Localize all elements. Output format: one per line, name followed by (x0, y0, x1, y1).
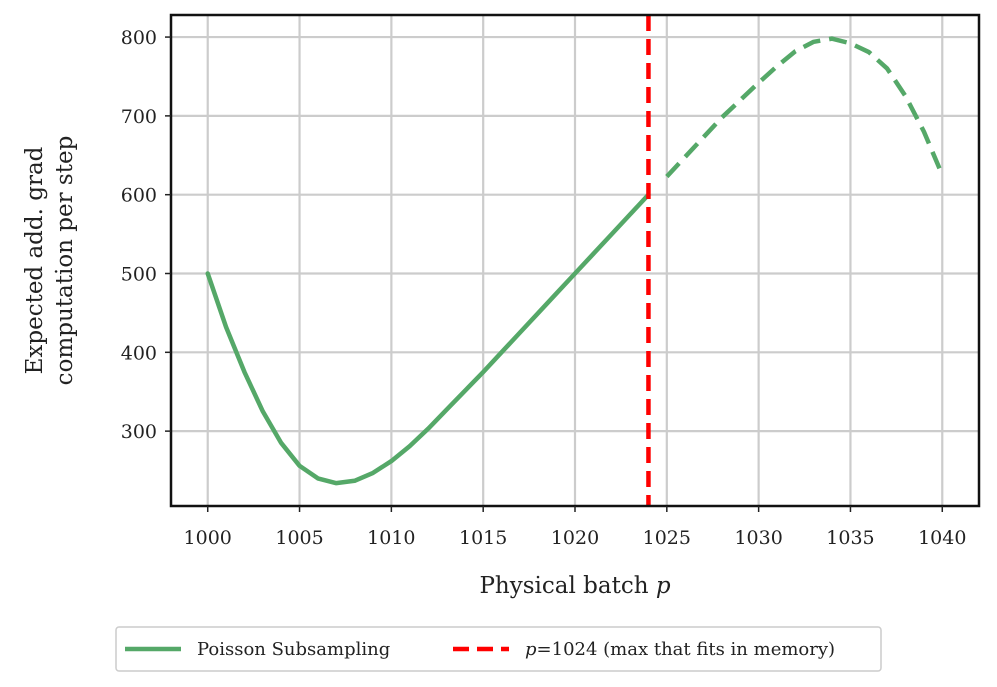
x-axis-label: Physical batch p (479, 573, 670, 599)
y-tick-label: 800 (121, 27, 157, 49)
x-axis-label-var: p (656, 573, 671, 599)
y-axis-label-line-2: computation per step (52, 136, 78, 386)
legend-box (115, 626, 882, 672)
y-tick-label: 700 (121, 106, 157, 128)
legend-label-var: p (525, 639, 537, 660)
y-tick-label: 400 (121, 342, 157, 364)
series-group (205, 36, 945, 486)
poisson-line-dashed (665, 36, 945, 179)
x-tick-label: 1000 (184, 527, 232, 549)
legend: Poisson Subsampling p=1024 (max that fit… (115, 626, 882, 672)
y-tick-label: 300 (121, 421, 157, 443)
y-tick-label: 600 (121, 185, 157, 207)
x-tick-label: 1010 (367, 527, 415, 549)
x-tick-label: 1025 (643, 527, 691, 549)
x-tick-label: 1020 (551, 527, 599, 549)
x-tick-label: 1005 (275, 527, 323, 549)
y-axis-label-line-1: Expected add. grad (22, 146, 48, 374)
legend-label-memory-limit: p=1024 (max that fits in memory) (525, 639, 835, 660)
x-axis-label-text: Physical batch (479, 573, 648, 599)
legend-label-poisson: Poisson Subsampling (197, 639, 390, 660)
y-ticks: 300 400 500 600 700 800 (121, 27, 171, 443)
y-axis-label: Expected add. grad computation per step (22, 136, 78, 386)
y-tick-label: 500 (121, 264, 157, 286)
poisson-line-solid (205, 192, 651, 486)
x-tick-label: 1040 (918, 527, 966, 549)
x-ticks: 1000 1005 1010 1015 1020 1025 1030 1035 1040 (184, 506, 966, 549)
x-tick-label: 1030 (734, 527, 782, 549)
x-tick-label: 1015 (459, 527, 507, 549)
grid (171, 15, 979, 506)
x-tick-label: 1035 (826, 527, 874, 549)
legend-label-rest: =1024 (max that fits in memory) (537, 639, 836, 660)
